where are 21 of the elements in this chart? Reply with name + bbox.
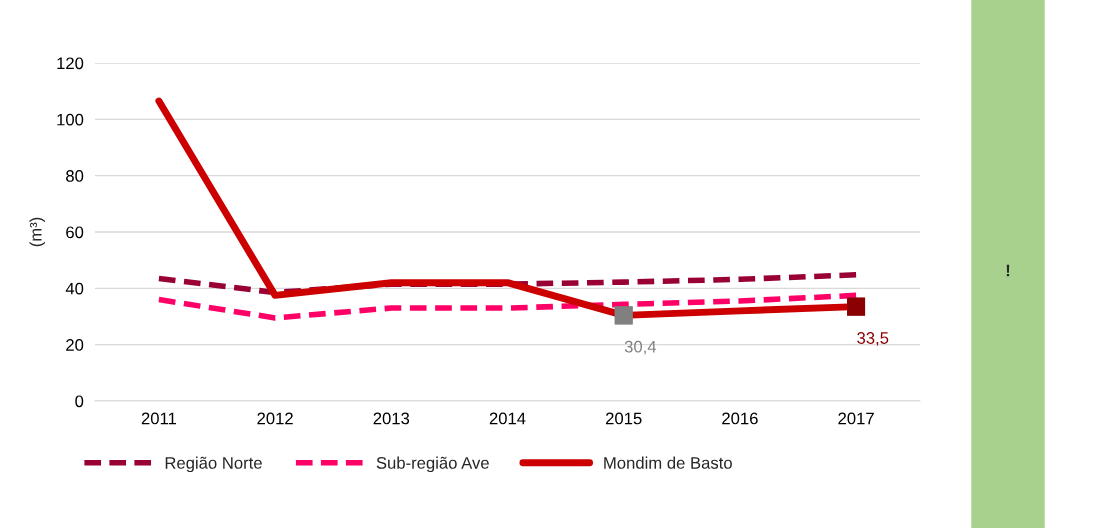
x-tick-label: 2011 [141,412,177,425]
y-tick-label: 80 [66,170,84,182]
x-tick-label: 2012 [257,412,293,425]
x-tick-label: 2013 [373,412,410,425]
x-tick-label: 2015 [606,412,642,425]
x-tick-label: 2016 [722,412,758,425]
y-tick-label: 40 [65,282,84,295]
legend-label: Região Norte [165,456,262,473]
y-tick-label: 100 [57,113,84,126]
legend-label: Mondim de Basto [604,456,732,469]
y-tick-label: 20 [66,339,84,351]
x-tick-label: 2014 [489,412,526,425]
y-tick-label: 0 [75,395,84,408]
data-label: 33,5 [857,332,889,346]
x-tick-label: 2017 [838,412,874,425]
legend-label: Sub-região Ave [376,456,489,473]
data-label: 30,4 [624,340,657,355]
y-axis-title: (m³) [29,217,45,247]
y-tick-label: 120 [57,57,84,70]
y-tick-label: 60 [66,226,84,239]
text: ! [1006,264,1010,277]
